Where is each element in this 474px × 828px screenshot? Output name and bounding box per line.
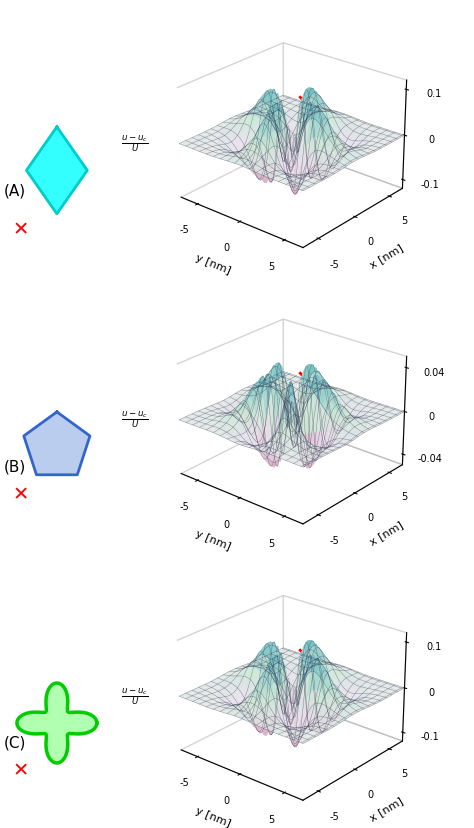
- Text: (C): (C): [4, 735, 26, 750]
- X-axis label: y [nm]: y [nm]: [194, 253, 232, 276]
- Y-axis label: x [nm]: x [nm]: [368, 518, 405, 546]
- Text: $\frac{u - u_c}{U}$: $\frac{u - u_c}{U}$: [121, 685, 149, 706]
- Text: (B): (B): [4, 459, 26, 474]
- Text: (A): (A): [4, 183, 26, 198]
- Text: $\frac{u - u_c}{U}$: $\frac{u - u_c}{U}$: [121, 409, 149, 430]
- Text: ✕: ✕: [12, 484, 28, 503]
- Polygon shape: [24, 412, 90, 475]
- Y-axis label: x [nm]: x [nm]: [368, 795, 405, 822]
- X-axis label: y [nm]: y [nm]: [194, 805, 232, 828]
- Y-axis label: x [nm]: x [nm]: [368, 243, 405, 270]
- Text: ✕: ✕: [12, 760, 28, 779]
- Polygon shape: [17, 683, 97, 763]
- Text: $\frac{u - u_c}{U}$: $\frac{u - u_c}{U}$: [121, 133, 149, 154]
- Polygon shape: [27, 128, 87, 214]
- X-axis label: y [nm]: y [nm]: [194, 528, 232, 551]
- Text: ✕: ✕: [12, 220, 28, 239]
